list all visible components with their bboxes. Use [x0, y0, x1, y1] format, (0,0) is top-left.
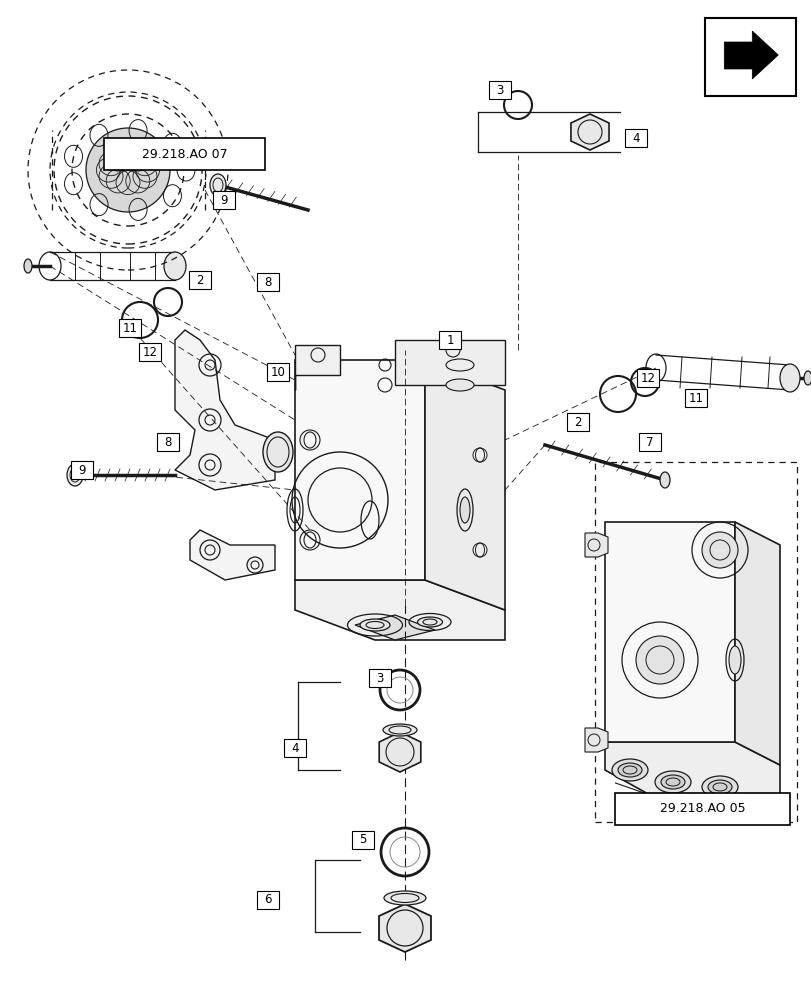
Bar	[368, 669, 391, 687]
Polygon shape	[584, 533, 607, 557]
Text: 9: 9	[220, 194, 227, 207]
Ellipse shape	[263, 432, 293, 472]
Polygon shape	[379, 904, 431, 952]
Circle shape	[702, 532, 737, 568]
Text: 9: 9	[78, 464, 86, 477]
Polygon shape	[294, 345, 340, 390]
Bar	[704, 18, 795, 96]
Ellipse shape	[611, 759, 647, 781]
Ellipse shape	[702, 776, 737, 798]
Bar	[488, 81, 510, 99]
Polygon shape	[734, 522, 779, 765]
Text: 12: 12	[640, 371, 654, 384]
Polygon shape	[294, 580, 504, 640]
Text: 11: 11	[122, 322, 137, 334]
Text: 4: 4	[291, 741, 298, 754]
Polygon shape	[294, 360, 424, 580]
Polygon shape	[570, 114, 608, 150]
Bar	[684, 389, 706, 407]
Ellipse shape	[654, 771, 690, 793]
Bar	[566, 413, 588, 431]
Polygon shape	[394, 340, 504, 385]
Ellipse shape	[384, 891, 426, 905]
Text: 10: 10	[270, 365, 285, 378]
Ellipse shape	[659, 472, 669, 488]
Text: 5: 5	[359, 833, 367, 846]
Bar	[119, 319, 141, 337]
Text: 1: 1	[446, 334, 453, 347]
Ellipse shape	[24, 259, 32, 273]
Polygon shape	[379, 732, 420, 772]
Ellipse shape	[359, 619, 389, 631]
Bar	[157, 433, 178, 451]
Bar	[104, 138, 264, 170]
Ellipse shape	[660, 775, 684, 789]
Bar	[257, 891, 279, 909]
Text: 3: 3	[496, 84, 503, 97]
Text: 2: 2	[196, 273, 204, 286]
Bar	[638, 433, 660, 451]
Text: 3: 3	[375, 672, 384, 684]
Ellipse shape	[728, 646, 740, 674]
Bar	[189, 271, 211, 289]
Bar	[615, 793, 789, 825]
Bar	[624, 129, 646, 147]
Text: 29.218.AO 05: 29.218.AO 05	[659, 802, 744, 815]
Text: 7: 7	[646, 436, 653, 448]
Bar	[139, 343, 161, 361]
Ellipse shape	[417, 617, 442, 627]
Ellipse shape	[67, 464, 83, 486]
Polygon shape	[723, 31, 777, 79]
Polygon shape	[604, 742, 779, 795]
Text: 8: 8	[164, 436, 171, 448]
Bar	[257, 273, 279, 291]
Text: 29.218.AO 07: 29.218.AO 07	[141, 148, 227, 161]
Ellipse shape	[460, 497, 470, 523]
Ellipse shape	[164, 252, 186, 280]
Ellipse shape	[803, 371, 811, 385]
Bar	[636, 369, 659, 387]
Polygon shape	[584, 728, 607, 752]
Ellipse shape	[707, 780, 731, 794]
Ellipse shape	[383, 724, 417, 736]
Bar	[71, 461, 93, 479]
Text: 11: 11	[688, 391, 702, 404]
Text: 6: 6	[264, 894, 272, 906]
Polygon shape	[354, 615, 435, 640]
Polygon shape	[190, 530, 275, 580]
Bar	[351, 831, 374, 849]
Bar	[212, 191, 234, 209]
Circle shape	[86, 128, 169, 212]
Bar	[267, 363, 289, 381]
Bar	[284, 739, 306, 757]
Bar	[439, 331, 461, 349]
Ellipse shape	[445, 379, 474, 391]
Polygon shape	[175, 330, 275, 490]
Text: 12: 12	[142, 346, 157, 359]
Polygon shape	[604, 522, 734, 742]
Text: 2: 2	[573, 416, 581, 428]
Text: 8: 8	[264, 275, 272, 288]
Ellipse shape	[210, 174, 225, 196]
Bar	[594, 462, 796, 822]
Text: 4: 4	[632, 132, 639, 145]
Ellipse shape	[617, 763, 642, 777]
Ellipse shape	[779, 364, 799, 392]
Circle shape	[635, 636, 683, 684]
Polygon shape	[424, 360, 504, 610]
